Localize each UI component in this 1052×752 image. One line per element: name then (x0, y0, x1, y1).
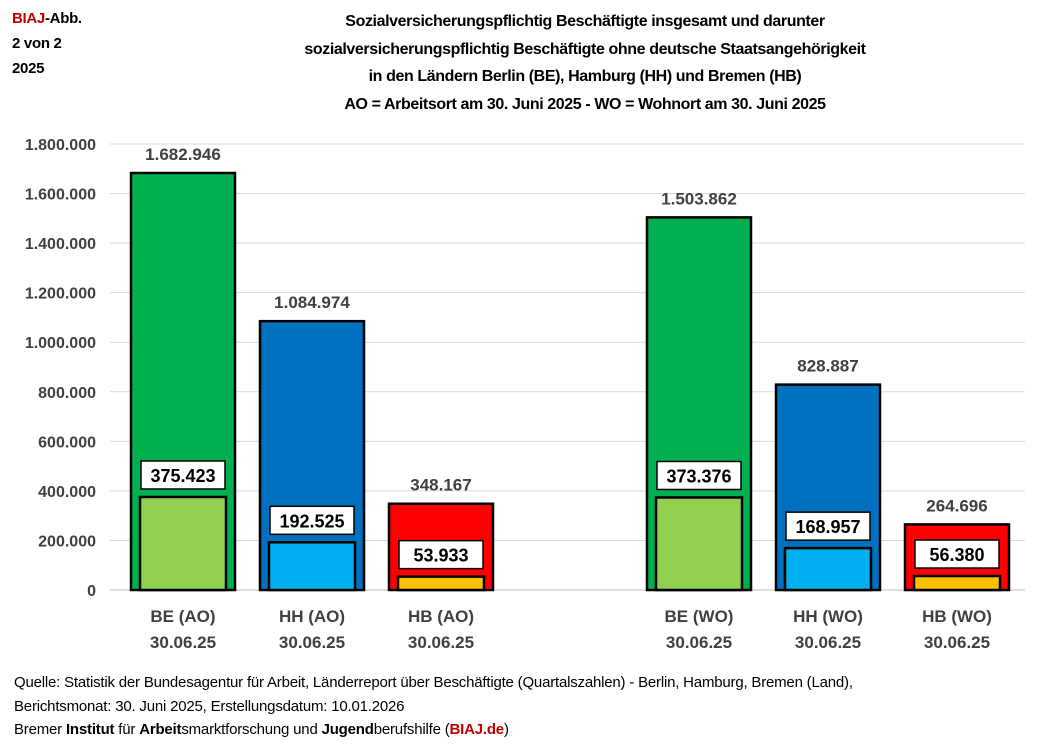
x-tick-date: 30.06.25 (279, 633, 345, 652)
brand: BIAJ (12, 10, 45, 27)
source-line-1: Quelle: Statistik der Bundesagentur für … (14, 674, 853, 691)
bar-foreign (783, 546, 873, 592)
biaj-link[interactable]: BIAJ.de (449, 721, 505, 738)
text: smarktforschung und (181, 721, 322, 738)
data-label-total: 264.696 (926, 496, 987, 515)
title-line: Sozialversicherungspflichtig Beschäftigt… (345, 13, 825, 30)
year: 2025 (12, 60, 45, 77)
data-label-box (398, 539, 484, 570)
data-label-total: 1.084.974 (274, 293, 350, 312)
data-label-foreign: 375.423 (150, 466, 215, 486)
title-line: in den Ländern Berlin (BE), Hamburg (HH)… (368, 68, 802, 85)
text: Institut (65, 721, 115, 738)
data-label-foreign: 192.525 (279, 511, 344, 531)
source-line-3: Bremer Institut für Arbeitsmarktforschun… (14, 718, 853, 742)
x-tick-date: 30.06.25 (924, 633, 990, 652)
text: Arbeit (139, 721, 182, 738)
y-tick-label: 0 (87, 583, 96, 600)
bar-foreign (267, 541, 357, 592)
y-tick-label: 800.000 (38, 385, 96, 402)
y-tick-label: 1.200.000 (25, 286, 96, 303)
x-tick-label: HB (AO) (408, 607, 474, 626)
abb-label: -Abb. (44, 10, 82, 27)
x-tick-label: HH (AO) (279, 607, 345, 626)
bar-foreign (654, 496, 744, 592)
text: Bremer (14, 721, 66, 738)
chart-title: Sozialversicherungspflichtig Beschäftigt… (160, 8, 1010, 118)
y-tick-label: 1.800.000 (25, 137, 96, 154)
title-line: sozialversicherungspflichtig Beschäftigt… (304, 40, 866, 58)
data-label-total: 1.682.946 (145, 145, 221, 164)
text: für (114, 721, 140, 738)
data-label-foreign: 168.957 (795, 517, 860, 537)
x-tick-label: HB (WO) (922, 607, 992, 626)
y-tick-label: 1.600.000 (25, 187, 96, 204)
data-label-box (914, 539, 1000, 569)
data-label-box (656, 460, 742, 491)
x-tick-date: 30.06.25 (666, 633, 732, 652)
figure-label: BIAJ-Abb. 2 von 2 2025 (12, 6, 82, 81)
x-tick-date: 30.06.25 (150, 633, 216, 652)
bar-foreign (138, 495, 228, 592)
data-label-foreign: 373.376 (666, 466, 731, 486)
data-label-box (140, 460, 226, 490)
title-line: AO = Arbeitsort am 30. Juni 2025 - WO = … (344, 95, 826, 113)
y-tick-label: 600.000 (38, 434, 96, 451)
x-tick-label: BE (WO) (665, 607, 734, 626)
data-label-box (785, 511, 871, 541)
x-tick-date: 30.06.25 (408, 633, 474, 652)
data-label-box (269, 505, 355, 536)
source-note: Quelle: Statistik der Bundesagentur für … (14, 671, 853, 742)
data-label-total: 828.887 (797, 357, 858, 376)
text: ) (503, 721, 509, 738)
y-tick-label: 400.000 (38, 484, 96, 501)
bar-foreign (912, 574, 1002, 592)
x-tick-label: BE (AO) (150, 607, 215, 626)
source-line-2: Berichtsmonat: 30. Juni 2025, Erstellung… (14, 697, 405, 715)
data-label-foreign: 53.933 (413, 546, 468, 566)
page-number: 2 von 2 (12, 35, 62, 52)
data-label-foreign: 56.380 (929, 545, 984, 565)
x-tick-label: HH (WO) (793, 607, 863, 626)
text: Jugend (321, 721, 374, 738)
text: berufshilfe ( (373, 721, 450, 738)
y-tick-label: 1.400.000 (25, 236, 96, 253)
bar-foreign (396, 575, 486, 592)
y-tick-label: 200.000 (38, 533, 96, 550)
x-tick-date: 30.06.25 (795, 633, 861, 652)
data-label-total: 348.167 (410, 476, 471, 495)
y-tick-label: 1.000.000 (25, 335, 96, 352)
data-label-total: 1.503.862 (661, 189, 737, 208)
